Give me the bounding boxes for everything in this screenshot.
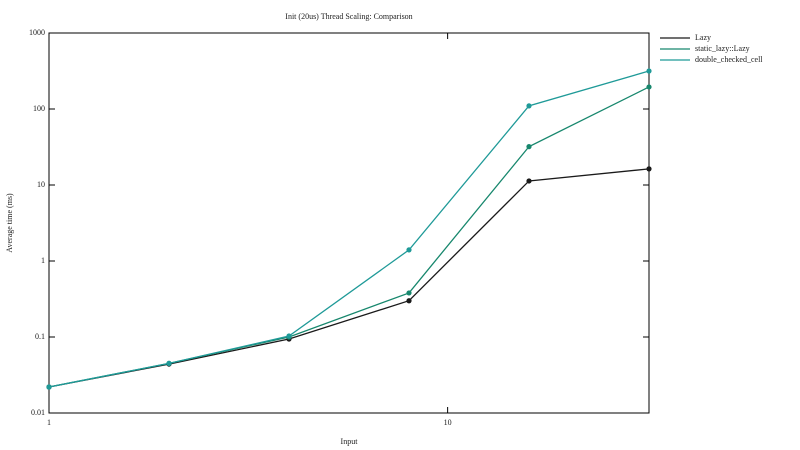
data-point — [166, 360, 172, 366]
y-tick-label: 100 — [33, 104, 45, 113]
data-point — [286, 333, 292, 339]
x-tick-label: 10 — [444, 418, 452, 427]
plot-frame — [48, 32, 650, 414]
y-axis-label: Average time (ms) — [5, 193, 14, 253]
y-tick-label: 1000 — [29, 28, 45, 37]
data-point — [646, 84, 652, 90]
data-point — [526, 178, 532, 184]
series-line — [48, 70, 650, 388]
data-point — [46, 384, 52, 390]
x-axis-label: Input — [341, 437, 359, 446]
data-point — [406, 247, 412, 253]
legend-label: double_checked_cell — [695, 55, 763, 64]
legend-label: Lazy — [695, 33, 711, 42]
y-tick-label: 10 — [37, 180, 45, 189]
data-point — [406, 298, 412, 304]
data-point — [646, 166, 652, 172]
data-point — [526, 103, 532, 109]
y-tick-label: 1 — [41, 256, 45, 265]
x-tick-label: 1 — [47, 418, 51, 427]
chart-title: Init (20us) Thread Scaling: Comparison — [285, 12, 412, 21]
data-point — [406, 290, 412, 296]
legend-label: static_lazy::Lazy — [695, 44, 750, 53]
data-point — [646, 68, 652, 74]
y-tick-label: 0.01 — [31, 408, 45, 417]
data-point — [526, 144, 532, 150]
y-tick-label: 0.1 — [35, 332, 45, 341]
